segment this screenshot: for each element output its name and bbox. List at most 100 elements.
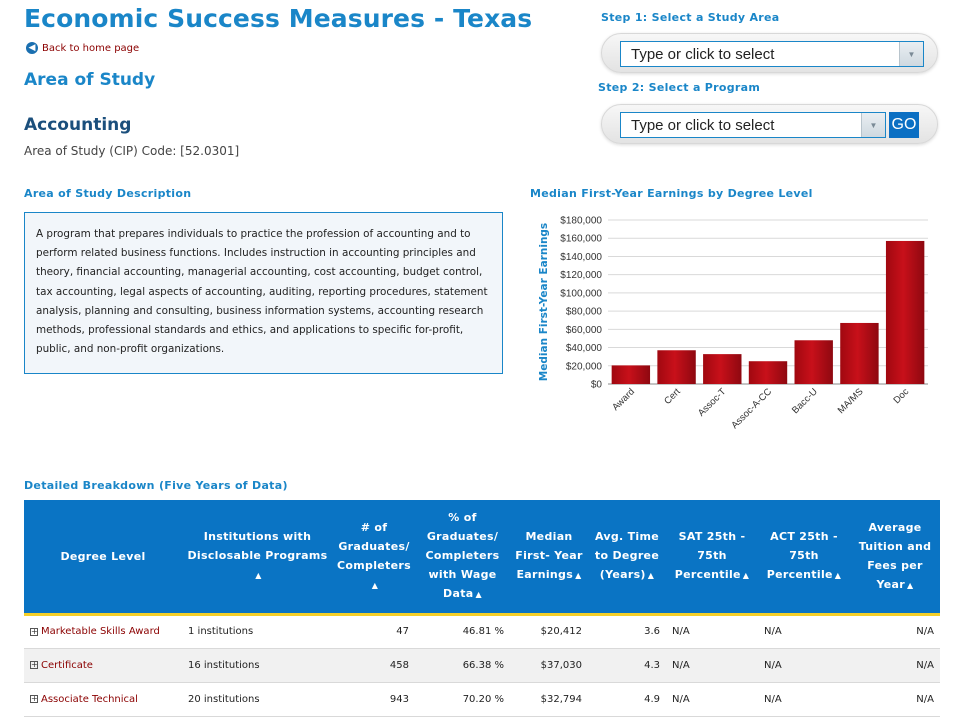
table-cell: $37,030 xyxy=(510,648,588,683)
go-button[interactable]: GO xyxy=(889,112,919,138)
bar-award xyxy=(611,365,651,384)
table-cell: 943 xyxy=(333,682,415,717)
column-header[interactable]: SAT 25th - 75th Percentile ▲ xyxy=(666,500,758,616)
bar-assoc-a-cc xyxy=(748,361,788,384)
table-row: + Associate Technical 20 institutions 943 70… xyxy=(24,682,940,717)
column-header[interactable]: % of Graduates/ Completers with Wage Dat… xyxy=(415,500,510,616)
degree-level-link[interactable]: Certificate xyxy=(41,659,93,671)
table-cell: N/A xyxy=(758,614,850,649)
column-header[interactable]: # of Graduates/ Completers ▲ xyxy=(333,500,415,616)
bar-assoc-t xyxy=(703,354,742,384)
column-header[interactable]: Average Tuition and Fees per Year ▲ xyxy=(850,500,940,616)
column-header-label: SAT 25th - 75th Percentile xyxy=(674,530,746,582)
table-cell: 4.9 xyxy=(588,682,666,717)
table-body: + Marketable Skills Award 1 institutions 47… xyxy=(24,614,940,717)
column-header[interactable]: Median First- Year Earnings ▲ xyxy=(510,500,588,616)
program-select-container: Type or click to select ▼ GO xyxy=(601,104,938,144)
column-header[interactable]: Avg. Time to Degree (Years) ▲ xyxy=(588,500,666,616)
bar-ma-ms xyxy=(840,322,879,384)
table-cell: N/A xyxy=(758,682,850,717)
area-of-study-heading: Area of Study xyxy=(24,70,156,90)
back-arrow-icon: ◀ xyxy=(26,42,38,54)
table-label: Detailed Breakdown (Five Years of Data) xyxy=(24,479,288,492)
column-header-label: ACT 25th - 75th Percentile xyxy=(766,530,838,582)
expand-icon[interactable]: + xyxy=(30,660,38,669)
table-cell: N/A xyxy=(850,614,940,649)
column-header[interactable]: Institutions with Disclosable Programs ▲ xyxy=(182,500,333,616)
table-cell: N/A xyxy=(666,682,758,717)
expand-icon[interactable]: + xyxy=(30,694,38,703)
sort-icon[interactable]: ▲ xyxy=(647,571,655,581)
program-placeholder: Type or click to select xyxy=(631,116,775,134)
table-cell: N/A xyxy=(666,614,758,649)
description-label: Area of Study Description xyxy=(24,187,192,200)
table-cell: N/A xyxy=(850,682,940,717)
expand-icon[interactable]: + xyxy=(30,626,38,636)
table-row: + Marketable Skills Award 1 institutions 47… xyxy=(24,614,940,649)
program-select[interactable]: Type or click to select ▼ xyxy=(620,112,886,138)
sort-icon[interactable]: ▲ xyxy=(475,590,482,600)
column-header-label: Average Tuition and Fees per Year xyxy=(858,520,932,591)
chart-title: Median First-Year Earnings by Degree Lev… xyxy=(530,187,813,200)
sort-icon[interactable]: ▲ xyxy=(371,580,379,590)
sort-icon[interactable]: ▲ xyxy=(834,571,842,581)
y-tick-label: $20,000 xyxy=(566,361,603,372)
column-header-label: Degree Level xyxy=(60,549,146,563)
x-tick-label: Bacc-U xyxy=(790,386,820,416)
cip-code: Area of Study (CIP) Code: [52.0301] xyxy=(24,144,240,158)
x-tick-label: Cert xyxy=(662,386,683,407)
degree-level: + Certificate xyxy=(30,660,176,671)
table-cell: 20 institutions xyxy=(182,682,333,717)
degree-level-cell: + Marketable Skills Award xyxy=(24,614,182,649)
chevron-down-icon[interactable]: ▼ xyxy=(861,113,885,137)
table-cell: N/A xyxy=(666,648,758,683)
table-header-row: Degree Level Institutions with Disclosabl… xyxy=(24,500,940,616)
y-tick-label: $0 xyxy=(591,380,603,391)
sort-icon[interactable]: ▲ xyxy=(575,571,582,581)
study-area-select-container: Type or click to select ▼ xyxy=(601,33,938,73)
y-tick-label: $120,000 xyxy=(560,270,602,281)
y-tick-label: $100,000 xyxy=(560,288,602,299)
page-title: Economic Success Measures - Texas xyxy=(24,4,533,33)
x-tick-label: Award xyxy=(610,386,637,413)
degree-level-link[interactable]: Marketable Skills Award xyxy=(41,626,160,637)
table-cell: $32,794 xyxy=(510,682,588,717)
table-cell: 16 institutions xyxy=(182,648,333,683)
bar-cert xyxy=(657,350,696,384)
table-row: + Certificate 16 institutions 458 66.38 % $37… xyxy=(24,648,940,683)
column-header: Degree Level xyxy=(24,500,182,616)
y-tick-label: $180,000 xyxy=(560,216,602,227)
table-cell: 1 institutions xyxy=(182,614,333,649)
y-tick-label: $160,000 xyxy=(560,234,602,245)
bar-bacc-u xyxy=(794,340,833,384)
table-cell: 47 xyxy=(333,614,415,649)
study-area-placeholder: Type or click to select xyxy=(631,45,775,63)
x-tick-label: MA/MS xyxy=(836,386,866,416)
description-box: A program that prepares individuals to p… xyxy=(24,212,503,374)
degree-level-cell: + Associate Technical xyxy=(24,682,182,717)
earnings-bar-chart: $0 $20,000 $40,000 $60,000 $80,000 $100,000 $1… xyxy=(538,216,928,431)
study-area-select[interactable]: Type or click to select ▼ xyxy=(620,41,924,67)
x-tick-label: Assoc-A-CC xyxy=(729,386,774,431)
step1-label: Step 1: Select a Study Area xyxy=(601,11,780,24)
column-header-label: Avg. Time to Degree (Years) xyxy=(594,530,660,582)
degree-level-link[interactable]: Associate Technical xyxy=(41,693,138,705)
y-tick-label: $80,000 xyxy=(566,307,603,318)
breakdown-table: Degree Level Institutions with Disclosabl… xyxy=(24,500,940,717)
sort-icon[interactable]: ▲ xyxy=(907,580,914,590)
table-cell: 66.38 % xyxy=(415,648,510,683)
x-tick-label: Doc xyxy=(892,386,912,406)
back-link-label: Back to home page xyxy=(42,42,140,54)
bar-doc xyxy=(885,240,925,384)
program-name: Accounting xyxy=(24,115,132,135)
back-to-home-link[interactable]: ◀ Back to home page xyxy=(26,42,139,54)
table-cell: 4.3 xyxy=(588,648,666,683)
chevron-down-icon[interactable]: ▼ xyxy=(899,42,923,66)
table-cell: N/A xyxy=(758,648,850,683)
column-header[interactable]: ACT 25th - 75th Percentile ▲ xyxy=(758,500,850,616)
sort-icon[interactable]: ▲ xyxy=(742,571,750,581)
description-text: A program that prepares individuals to p… xyxy=(36,228,488,356)
degree-level: + Marketable Skills Award xyxy=(30,626,176,637)
sort-icon[interactable]: ▲ xyxy=(255,571,262,581)
column-header-label: Institutions with Disclosable Programs xyxy=(187,530,328,563)
